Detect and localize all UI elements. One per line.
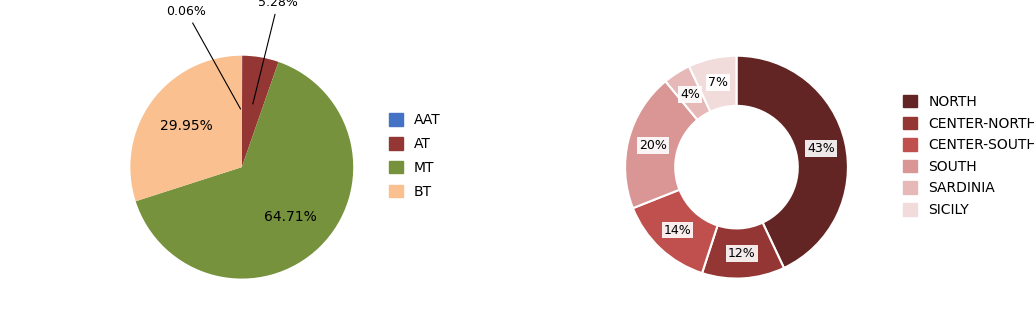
Legend: AAT, AT, MT, BT: AAT, AT, MT, BT <box>384 108 446 204</box>
Text: 20%: 20% <box>639 139 667 152</box>
Text: 12%: 12% <box>728 247 756 260</box>
Text: 29.95%: 29.95% <box>159 119 212 134</box>
Text: 4%: 4% <box>680 88 700 101</box>
Text: 7%: 7% <box>707 76 728 89</box>
Wedge shape <box>666 66 710 120</box>
Text: 0.06%: 0.06% <box>166 5 241 109</box>
Wedge shape <box>130 56 242 201</box>
Wedge shape <box>135 62 354 279</box>
Text: 64.71%: 64.71% <box>264 210 316 224</box>
Wedge shape <box>242 56 278 167</box>
Wedge shape <box>626 81 698 208</box>
Wedge shape <box>633 190 718 273</box>
Wedge shape <box>689 56 736 112</box>
Legend: NORTH, CENTER-NORTH, CENTER-SOUTH, SOUTH, SARDINIA, SICILY: NORTH, CENTER-NORTH, CENTER-SOUTH, SOUTH… <box>898 89 1034 223</box>
Text: 5.28%: 5.28% <box>252 0 298 104</box>
Text: 14%: 14% <box>664 224 692 236</box>
Wedge shape <box>702 222 784 279</box>
Wedge shape <box>736 56 848 268</box>
Text: 43%: 43% <box>807 142 834 155</box>
